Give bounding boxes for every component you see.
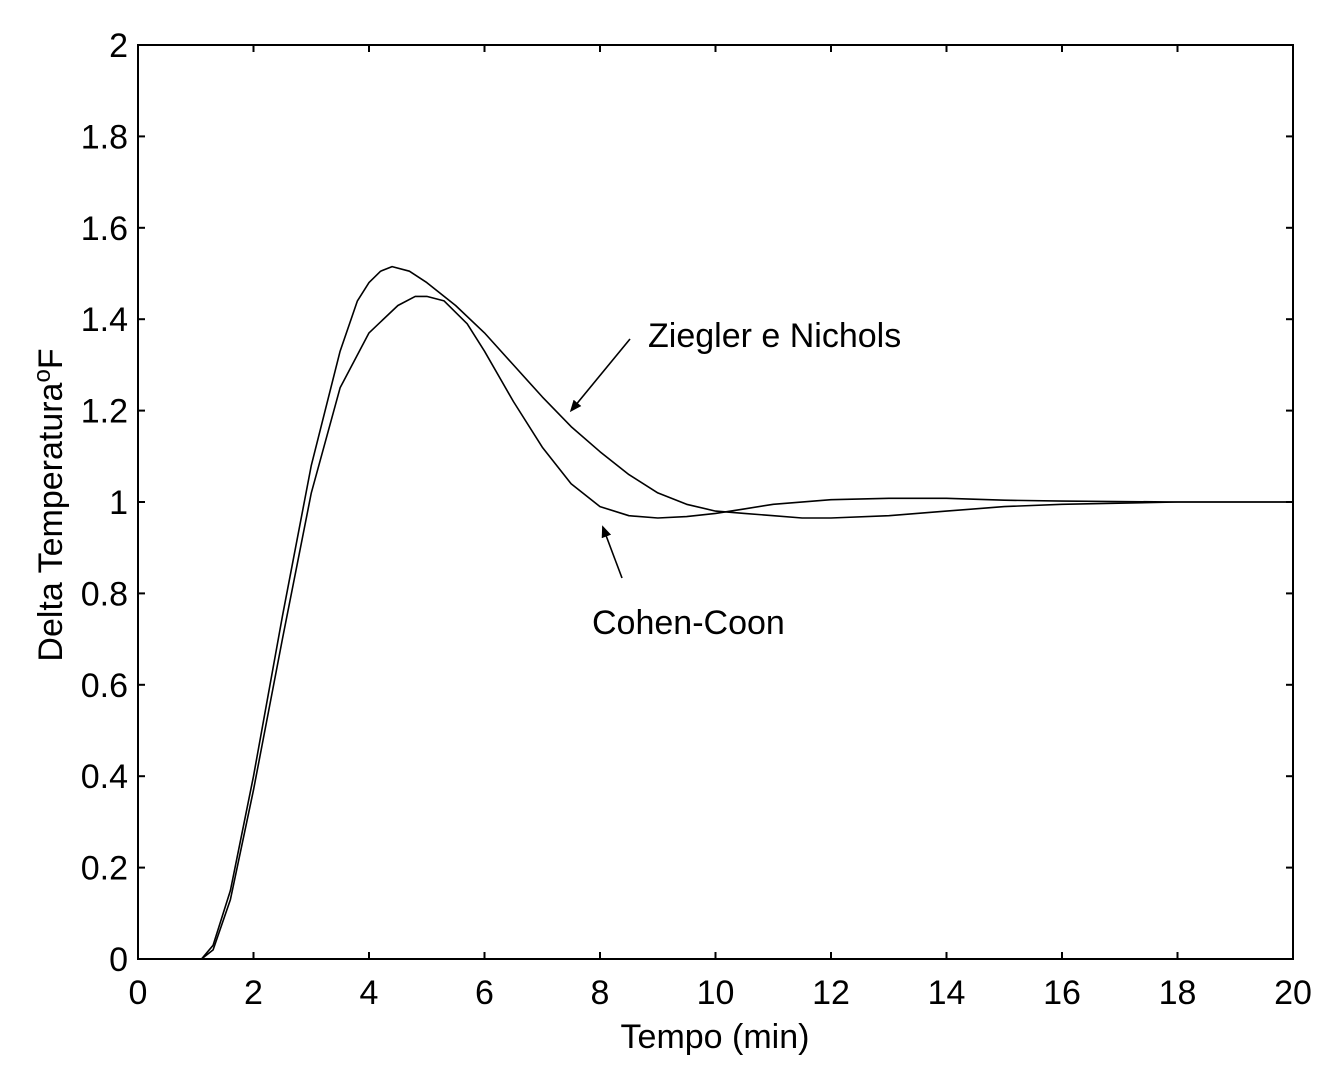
x-tick-label: 20 bbox=[1274, 974, 1312, 1012]
x-tick-label: 8 bbox=[591, 974, 610, 1012]
axis-ticks bbox=[137, 44, 1294, 960]
tick-labels: 0 2 4 6 8 10 12 14 16 18 20 0 0.2 0.4 0.6 0.8 1 1.2 1.4 1.6… bbox=[81, 27, 1312, 1012]
annotation-label: Cohen-Coon bbox=[592, 604, 785, 642]
annotation-label: Ziegler e Nichols bbox=[648, 317, 901, 355]
annotations: Ziegler e Nichols Cohen-Coon bbox=[569, 317, 901, 642]
y-axis-title-group: Delta TemperaturaoF bbox=[29, 348, 70, 661]
y-tick-label: 0.4 bbox=[81, 758, 128, 796]
series-lines bbox=[138, 265, 1293, 960]
y-tick-label: 1.2 bbox=[81, 393, 128, 431]
y-tick-label: 0.2 bbox=[81, 850, 128, 888]
x-tick-label: 4 bbox=[360, 974, 379, 1012]
y-tick-label: 1.6 bbox=[81, 210, 128, 248]
y-tick-label: 0 bbox=[109, 941, 128, 979]
x-tick-label: 14 bbox=[928, 974, 966, 1012]
svg-text:Delta TemperaturaoF: Delta TemperaturaoF bbox=[29, 348, 70, 661]
y-tick-label: 2 bbox=[109, 27, 128, 65]
y-tick-label: 1 bbox=[109, 484, 128, 522]
y-tick-label: 1.4 bbox=[81, 301, 128, 339]
annotation-arrow bbox=[569, 338, 631, 413]
series-line-0 bbox=[138, 265, 1293, 960]
x-tick-label: 16 bbox=[1043, 974, 1081, 1012]
y-tick-label: 1.8 bbox=[81, 118, 128, 156]
y-tick-label: 0.6 bbox=[81, 667, 128, 705]
y-axis-title-degree: o bbox=[29, 369, 56, 382]
y-axis-title-unit: F bbox=[32, 348, 70, 369]
x-tick-label: 2 bbox=[244, 974, 263, 1012]
x-tick-label: 6 bbox=[475, 974, 494, 1012]
x-tick-label: 10 bbox=[697, 974, 735, 1012]
y-axis-title: Delta Temperatura bbox=[32, 382, 70, 661]
x-axis-title: Tempo (min) bbox=[621, 1018, 810, 1056]
x-tick-label: 0 bbox=[129, 974, 148, 1012]
y-tick-label: 0.8 bbox=[81, 575, 128, 613]
annotation-arrow bbox=[601, 525, 623, 579]
x-tick-label: 18 bbox=[1159, 974, 1197, 1012]
x-tick-label: 12 bbox=[812, 974, 850, 1012]
series-line-1 bbox=[138, 295, 1293, 960]
